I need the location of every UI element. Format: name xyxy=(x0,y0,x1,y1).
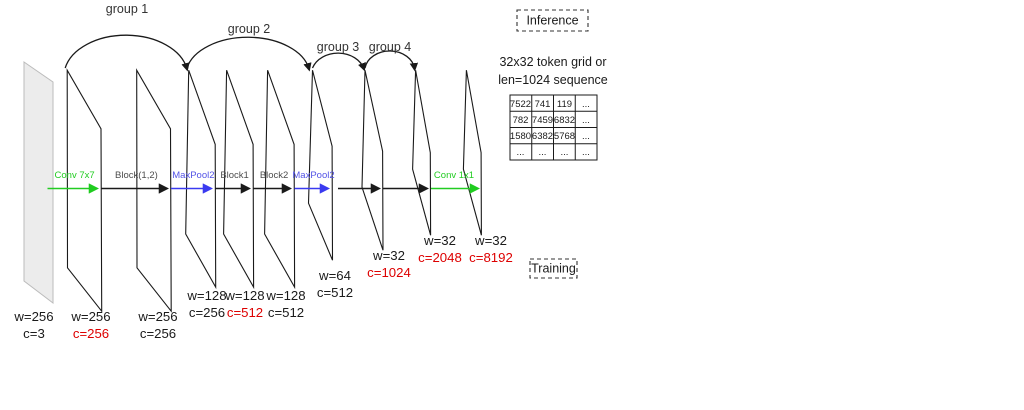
svg-text:len=1024 sequence: len=1024 sequence xyxy=(498,73,608,87)
svg-text:Block(1,2): Block(1,2) xyxy=(115,170,158,181)
svg-text:...: ... xyxy=(582,131,590,142)
svg-text:w=32: w=32 xyxy=(372,248,405,263)
svg-text:MaxPool2: MaxPool2 xyxy=(172,170,214,181)
svg-text:6382: 6382 xyxy=(532,131,553,142)
svg-text:Inference: Inference xyxy=(526,14,578,28)
svg-text:Training: Training xyxy=(531,262,576,276)
svg-text:c=8192: c=8192 xyxy=(469,250,513,265)
svg-text:c=256: c=256 xyxy=(140,326,176,341)
svg-text:...: ... xyxy=(539,147,547,158)
svg-text:6832: 6832 xyxy=(554,115,575,126)
svg-text:c=512: c=512 xyxy=(268,305,304,320)
svg-text:c=512: c=512 xyxy=(227,305,263,320)
svg-text:119: 119 xyxy=(557,99,572,110)
svg-text:Block2: Block2 xyxy=(260,170,289,181)
svg-text:c=1024: c=1024 xyxy=(367,265,411,280)
svg-text:...: ... xyxy=(582,99,590,110)
svg-text:group 1: group 1 xyxy=(106,2,148,16)
svg-text:c=256: c=256 xyxy=(189,305,225,320)
svg-text:group 3: group 3 xyxy=(317,40,359,54)
svg-text:c=256: c=256 xyxy=(73,326,109,341)
svg-text:w=64: w=64 xyxy=(318,268,351,283)
svg-text:Block1: Block1 xyxy=(220,170,249,181)
svg-text:c=2048: c=2048 xyxy=(418,250,462,265)
svg-text:w=256: w=256 xyxy=(137,309,177,324)
svg-text:w=256: w=256 xyxy=(13,309,53,324)
svg-text:w=128: w=128 xyxy=(224,288,264,303)
svg-text:741: 741 xyxy=(535,99,551,110)
svg-text:7459: 7459 xyxy=(532,115,553,126)
svg-text:c=512: c=512 xyxy=(317,285,353,300)
svg-text:32x32 token grid or: 32x32 token grid or xyxy=(499,55,606,69)
svg-text:...: ... xyxy=(517,147,525,158)
svg-text:w=32: w=32 xyxy=(474,233,507,248)
svg-text:group 2: group 2 xyxy=(228,22,270,36)
svg-text:w=128: w=128 xyxy=(265,288,305,303)
svg-text:...: ... xyxy=(582,147,590,158)
svg-text:w=256: w=256 xyxy=(70,309,110,324)
svg-text:782: 782 xyxy=(513,115,529,126)
svg-text:w=32: w=32 xyxy=(423,233,456,248)
svg-text:Conv 1x1: Conv 1x1 xyxy=(434,170,474,181)
svg-text:Conv 7x7: Conv 7x7 xyxy=(55,170,95,181)
svg-text:1580: 1580 xyxy=(510,131,531,142)
svg-text:5768: 5768 xyxy=(554,131,575,142)
svg-text:c=3: c=3 xyxy=(23,326,45,341)
svg-text:group 4: group 4 xyxy=(369,40,411,54)
svg-text:...: ... xyxy=(582,115,590,126)
svg-text:...: ... xyxy=(561,147,569,158)
svg-text:MaxPool2: MaxPool2 xyxy=(292,170,334,181)
svg-text:w=128: w=128 xyxy=(186,288,226,303)
svg-text:7522: 7522 xyxy=(510,99,531,110)
